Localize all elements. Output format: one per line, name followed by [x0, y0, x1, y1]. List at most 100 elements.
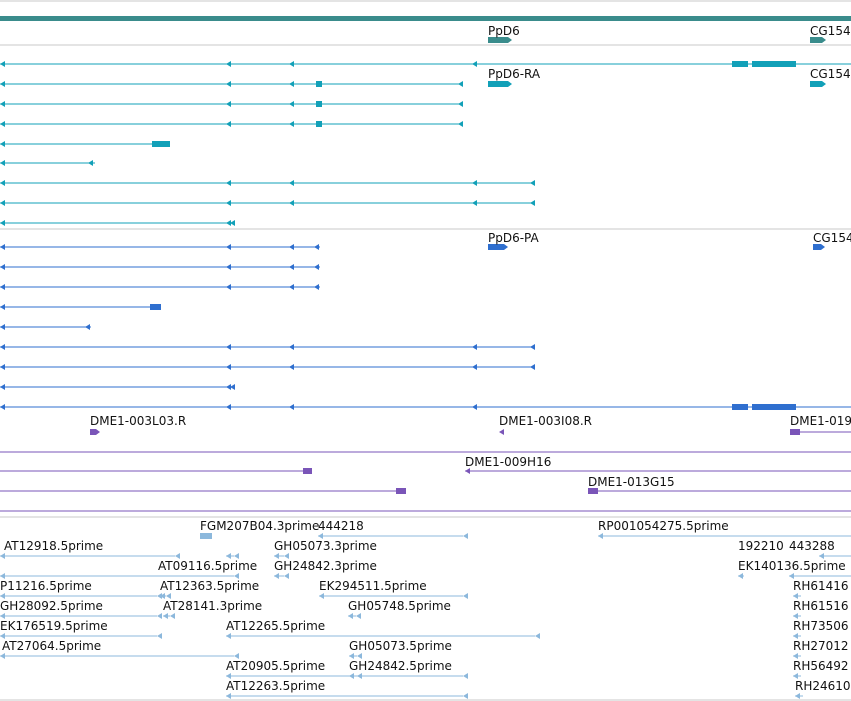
est-label[interactable]: RH73506: [793, 619, 849, 633]
exon-marker: [314, 244, 319, 250]
est-label[interactable]: AT27064.5prime: [2, 639, 102, 653]
exon-marker: [289, 344, 294, 350]
est-marker: [535, 633, 540, 639]
exon-marker: [0, 344, 5, 350]
exon-block: [732, 61, 748, 67]
est-label[interactable]: EK294511.5prime: [319, 579, 427, 593]
est-marker: [0, 553, 5, 559]
est-marker: [318, 533, 323, 539]
est-label[interactable]: GH28092.5prime: [0, 599, 103, 613]
est-marker: [0, 633, 5, 639]
est-marker: [463, 593, 468, 599]
est-label[interactable]: AT12263.5prime: [226, 679, 326, 693]
est-label[interactable]: 443288: [789, 539, 835, 553]
exon-marker: [314, 264, 319, 270]
exon-marker: [0, 61, 5, 67]
exon-block: [752, 61, 796, 67]
est-marker: [157, 593, 162, 599]
est-marker: [463, 533, 468, 539]
transcript-label-cg154[interactable]: CG154: [810, 67, 851, 81]
exon-marker: [226, 284, 231, 290]
protein-label-ppd6-pa[interactable]: PpD6-PA: [488, 231, 539, 245]
probe-label-013g15[interactable]: DME1-013G15: [588, 475, 675, 489]
est-label[interactable]: GH05073.3prime: [274, 539, 377, 553]
est-marker: [793, 593, 798, 599]
exon-marker: [226, 264, 231, 270]
probe-label-019[interactable]: DME1-019: [790, 414, 851, 428]
est-label[interactable]: 444218: [318, 519, 364, 533]
probe-label-003l03[interactable]: DME1-003L03.R: [90, 414, 187, 428]
exon-marker: [289, 61, 294, 67]
gene-label-cg154[interactable]: CG154: [810, 24, 851, 38]
exon-marker: [226, 244, 231, 250]
probe-label-003i08[interactable]: DME1-003I08.R: [499, 414, 593, 428]
gene-label-ppd6[interactable]: PpD6: [488, 24, 520, 38]
est-marker: [349, 653, 354, 659]
est-label[interactable]: GH24842.3prime: [274, 559, 377, 573]
est-label[interactable]: AT12918.5prime: [4, 539, 104, 553]
est-label[interactable]: GH24842.5prime: [349, 659, 452, 673]
est-marker: [284, 553, 289, 559]
est-label[interactable]: P11216.5prime: [0, 579, 92, 593]
est-marker: [234, 553, 239, 559]
est-label[interactable]: RH61516: [793, 599, 849, 613]
exon-marker: [289, 244, 294, 250]
exon-marker: [472, 404, 477, 410]
est-label[interactable]: RH24610: [795, 679, 851, 693]
est-label[interactable]: RH56492: [793, 659, 849, 673]
exon-marker: [472, 61, 477, 67]
exon-marker: [226, 180, 231, 186]
exon-marker: [0, 121, 5, 127]
exon-marker: [530, 180, 535, 186]
exon-marker: [289, 101, 294, 107]
protein-arrow-ppd6-pa: [488, 244, 508, 250]
exon-marker: [226, 404, 231, 410]
est-label[interactable]: GH05073.5prime: [349, 639, 452, 653]
exon-marker: [85, 324, 90, 330]
est-label[interactable]: AT09116.5prime: [158, 559, 258, 573]
exon-marker: [289, 121, 294, 127]
est-label[interactable]: AT28141.3prime: [163, 599, 263, 613]
probe-label-009h16[interactable]: DME1-009H16: [465, 455, 552, 469]
exon-marker: [230, 220, 235, 226]
exon-marker: [289, 264, 294, 270]
probe-block: [303, 468, 312, 474]
exon-block: [316, 121, 322, 127]
exon-marker: [0, 264, 5, 270]
est-marker: [348, 613, 353, 619]
est-label[interactable]: EK176519.5prime: [0, 619, 108, 633]
exon-marker: [88, 160, 93, 166]
est-label[interactable]: RH61416: [793, 579, 849, 593]
exon-marker: [226, 200, 231, 206]
est-label[interactable]: RH27012: [793, 639, 849, 653]
est-label[interactable]: 192210: [738, 539, 784, 553]
est-label[interactable]: GH05748.5prime: [348, 599, 451, 613]
est-label[interactable]: AT20905.5prime: [226, 659, 326, 673]
exon-marker: [289, 180, 294, 186]
protein-label-cg154[interactable]: CG154: [813, 231, 851, 245]
exon-marker: [530, 200, 535, 206]
est-marker: [819, 553, 824, 559]
est-label[interactable]: RP001054275.5prime: [598, 519, 729, 533]
exon-marker: [0, 304, 5, 310]
est-label[interactable]: FGM207B04.3prime: [200, 519, 320, 533]
est-marker: [793, 633, 798, 639]
est-marker: [0, 573, 5, 579]
est-marker: [0, 593, 5, 599]
est-block: [200, 533, 212, 539]
est-label[interactable]: AT12363.5prime: [160, 579, 260, 593]
exon-marker: [0, 141, 5, 147]
est-marker: [234, 653, 239, 659]
est-marker: [170, 613, 175, 619]
est-label[interactable]: EK140136.5prime: [738, 559, 846, 573]
est-marker: [463, 673, 468, 679]
est-marker: [463, 693, 468, 699]
transcript-label-ppd6-ra[interactable]: PpD6-RA: [488, 67, 541, 81]
est-label[interactable]: AT12265.5prime: [226, 619, 326, 633]
exon-marker: [458, 81, 463, 87]
exon-marker: [0, 364, 5, 370]
exon-marker: [0, 324, 5, 330]
est-marker: [793, 613, 798, 619]
exon-marker: [230, 384, 235, 390]
